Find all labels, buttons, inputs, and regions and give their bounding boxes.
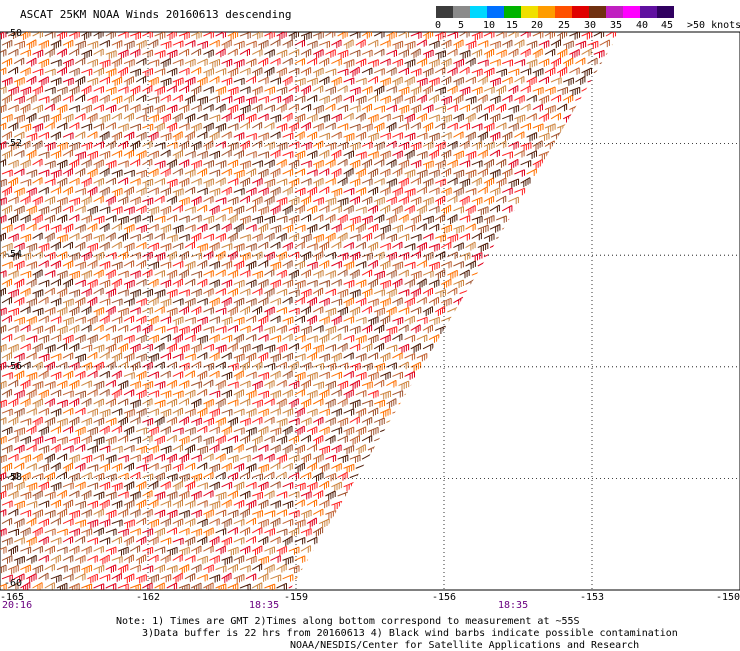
legend-tick-label: 35 <box>609 20 623 31</box>
legend-swatch <box>470 6 487 18</box>
legend-tick-label: 10 <box>482 20 496 31</box>
legend-tick-label: 25 <box>557 20 571 31</box>
longitude-label: -156 <box>432 592 457 603</box>
latitude-label: -50 <box>4 28 23 39</box>
grid-lines <box>0 31 740 591</box>
legend-swatch <box>436 6 453 18</box>
legend-tick-label: 30 <box>583 20 597 31</box>
wind-barbs <box>0 32 620 590</box>
time-label-right: 18:35 <box>498 600 529 611</box>
latitude-label: -58 <box>4 472 23 484</box>
longitude-label: -159 <box>284 592 309 603</box>
legend-swatch <box>572 6 589 18</box>
note-line-1: Note: 1) Times are GMT 2)Times along bot… <box>116 616 580 627</box>
legend-tick-label: 15 <box>505 20 519 31</box>
legend-swatch <box>623 6 640 18</box>
legend-swatch <box>538 6 555 18</box>
wind-barb-group <box>0 32 620 590</box>
legend-tick-label: 0 <box>434 20 442 31</box>
legend-swatch <box>521 6 538 18</box>
wind-speed-legend <box>436 6 674 18</box>
latitude-label: -56 <box>4 360 23 372</box>
legend-swatch <box>640 6 657 18</box>
wind-barb-group <box>0 32 620 590</box>
legend-units: >50 knots <box>687 20 740 31</box>
time-label-left: 20:16 <box>2 600 33 611</box>
legend-swatch <box>606 6 623 18</box>
longitude-label: -162 <box>136 592 161 603</box>
longitude-label: -150 <box>716 592 740 603</box>
latitude-label: -52 <box>4 137 23 149</box>
latitude-label: -60 <box>4 578 23 589</box>
wind-barb-group <box>0 32 620 590</box>
longitude-label: -153 <box>580 592 605 603</box>
longitude-label: -165 <box>0 592 25 603</box>
legend-tick-label: 20 <box>530 20 544 31</box>
legend-tick-label: 45 <box>660 20 674 31</box>
map-frame <box>0 31 740 591</box>
time-label-middle: 18:35 <box>249 600 280 611</box>
latitude-label: -54 <box>4 249 23 261</box>
legend-swatch <box>555 6 572 18</box>
note-line-2: 3)Data buffer is 22 hrs from 20160613 4)… <box>142 628 678 639</box>
legend-swatch <box>487 6 504 18</box>
legend-tick-label: 40 <box>635 20 649 31</box>
legend-swatch <box>589 6 606 18</box>
map-title: ASCAT 25KM NOAA Winds 20160613 descendin… <box>20 8 292 21</box>
legend-swatch <box>453 6 470 18</box>
note-line-3: NOAA/NESDIS/Center for Satellite Applica… <box>290 640 640 651</box>
legend-swatch <box>504 6 521 18</box>
legend-tick-label: 5 <box>457 20 465 31</box>
legend-swatch <box>657 6 674 18</box>
